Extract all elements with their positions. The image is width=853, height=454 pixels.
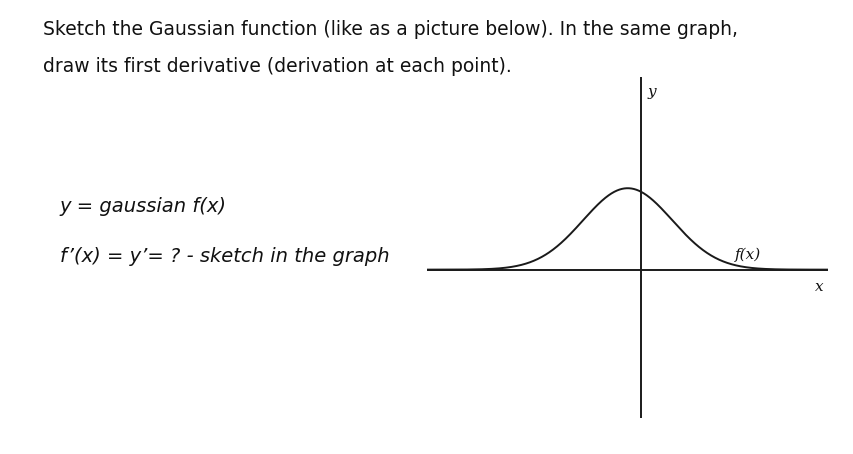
Text: x: x [815,280,823,293]
Text: draw its first derivative (derivation at each point).: draw its first derivative (derivation at… [43,57,511,76]
Text: f’(x) = y’= ? - sketch in the graph: f’(x) = y’= ? - sketch in the graph [60,247,389,266]
Text: y: y [647,84,656,99]
Text: Sketch the Gaussian function (like as a picture below). In the same graph,: Sketch the Gaussian function (like as a … [43,20,737,39]
Text: y = gaussian f(x): y = gaussian f(x) [60,197,227,217]
Text: f(x): f(x) [734,248,760,262]
